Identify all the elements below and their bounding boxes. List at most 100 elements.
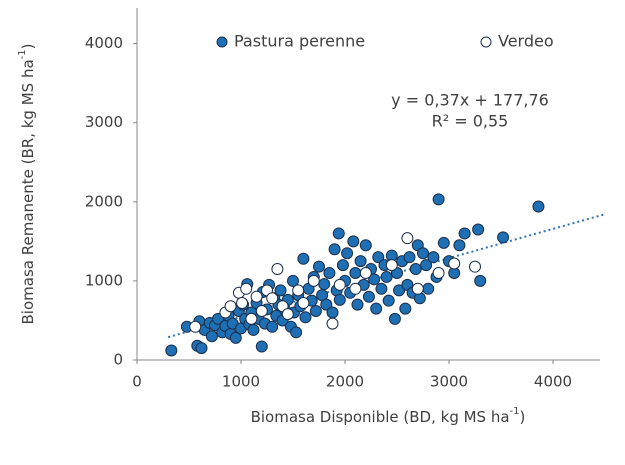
x-title-end: ) <box>520 408 526 426</box>
legend-label: Verdeo <box>498 32 554 51</box>
point <box>318 278 331 291</box>
x-tick-label: 3000 <box>430 373 468 391</box>
point <box>393 284 406 297</box>
x-title-sup: -1 <box>510 406 520 417</box>
point <box>349 266 362 279</box>
x-tick-label: 2000 <box>326 373 364 391</box>
point <box>458 227 471 240</box>
point <box>427 251 440 264</box>
point <box>333 293 346 306</box>
point <box>332 227 345 240</box>
point <box>532 200 545 213</box>
point <box>229 331 242 344</box>
point <box>432 266 445 279</box>
point <box>362 290 375 303</box>
point <box>292 284 305 297</box>
point <box>368 273 381 286</box>
point <box>401 232 414 245</box>
equation: y = 0,37x + 177,76 <box>391 91 549 110</box>
point <box>333 278 346 291</box>
point <box>313 260 325 273</box>
point <box>432 193 445 206</box>
point <box>195 342 208 355</box>
y-title-sup: -1 <box>17 49 28 59</box>
y-tick-label: 3000 <box>85 113 123 131</box>
point <box>370 302 383 315</box>
legend-label: Pastura perenne <box>234 32 365 51</box>
point <box>323 266 336 279</box>
x-tick-label: 0 <box>132 373 142 391</box>
point <box>351 298 364 311</box>
point <box>271 263 284 276</box>
point <box>250 290 263 303</box>
point <box>309 304 322 317</box>
x-tick-label: 1000 <box>222 373 260 391</box>
point <box>422 282 435 295</box>
point <box>320 298 333 311</box>
point <box>224 300 237 313</box>
point <box>469 260 481 273</box>
y-tick-label: 1000 <box>85 271 123 289</box>
point <box>375 282 388 295</box>
point <box>205 330 218 343</box>
point <box>388 312 401 325</box>
point <box>341 247 354 260</box>
point <box>347 235 360 248</box>
y-tick-label: 4000 <box>85 34 123 52</box>
point <box>453 239 466 252</box>
point <box>409 263 422 276</box>
point <box>420 259 433 272</box>
point <box>336 259 349 272</box>
point <box>274 284 287 297</box>
point <box>497 231 510 244</box>
y-tick-label: 2000 <box>85 192 123 210</box>
point <box>189 320 202 333</box>
point <box>236 297 249 310</box>
x-tick-label: 4000 <box>534 373 572 391</box>
point <box>359 239 372 252</box>
y-axis-title: Biomasa Remanente (BR, kg MS ha-1) <box>17 44 37 325</box>
point <box>403 251 416 264</box>
point <box>326 306 339 319</box>
point <box>448 257 461 270</box>
point <box>266 320 279 333</box>
point <box>399 302 412 315</box>
y-title-text: Biomasa Remanente (BR, kg MS ha <box>19 59 37 324</box>
point <box>297 252 310 265</box>
point <box>281 308 294 321</box>
x-axis-title: Biomasa Disponible (BD, kg MS ha-1) <box>251 406 526 426</box>
legend-marker <box>216 36 228 48</box>
point <box>382 294 395 307</box>
point <box>328 243 341 256</box>
point <box>255 304 268 317</box>
point <box>299 311 312 324</box>
point <box>474 274 487 287</box>
point <box>359 266 372 279</box>
point <box>411 282 424 295</box>
point <box>290 326 303 339</box>
y-title-end: ) <box>19 44 37 50</box>
point <box>297 297 310 310</box>
point <box>287 274 299 287</box>
point <box>437 236 450 249</box>
point <box>385 259 398 272</box>
point <box>326 317 339 330</box>
y-tick-label: 0 <box>113 351 123 369</box>
point <box>349 282 362 295</box>
x-title-text: Biomasa Disponible (BD, kg MS ha <box>251 408 510 426</box>
point <box>472 223 485 236</box>
point <box>266 292 279 305</box>
point <box>247 323 260 336</box>
point <box>245 312 258 325</box>
point <box>380 270 393 283</box>
point <box>354 255 367 268</box>
legend-marker <box>480 36 492 48</box>
point <box>165 344 178 357</box>
point <box>255 340 268 353</box>
point <box>417 247 429 260</box>
point <box>372 251 385 264</box>
point <box>240 282 253 295</box>
point <box>307 274 320 287</box>
r-squared: R² = 0,55 <box>432 112 509 131</box>
